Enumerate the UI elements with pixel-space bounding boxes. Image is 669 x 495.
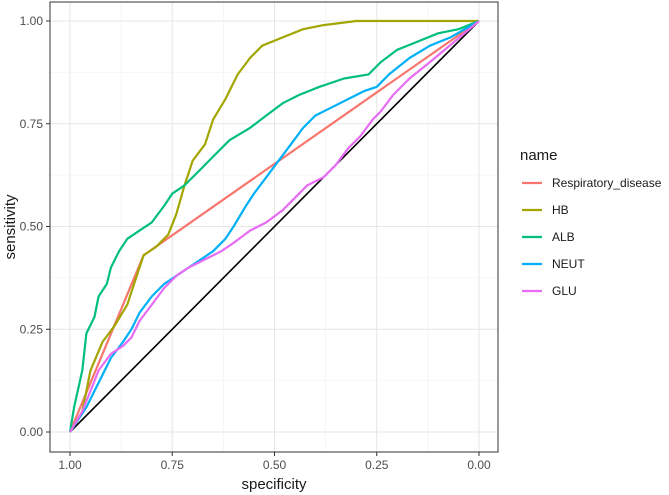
grid-lines xyxy=(50,2,498,452)
series-line-glu xyxy=(69,20,480,433)
legend-label-neut: NEUT xyxy=(552,257,585,271)
x-tick-label: 0.50 xyxy=(263,458,287,472)
legend-title: name xyxy=(520,147,558,164)
series-line-hb xyxy=(69,19,479,433)
x-tick-label: 0.00 xyxy=(467,458,491,472)
legend-label-alb: ALB xyxy=(552,230,575,244)
x-tick-label: 1.00 xyxy=(58,458,82,472)
series-line-neut xyxy=(69,20,480,433)
series-line-alb xyxy=(68,19,480,433)
legend: name Respiratory_disease HB ALB NEUT GLU xyxy=(520,147,662,298)
y-tick-label: 0.25 xyxy=(20,322,44,336)
legend-items: Respiratory_disease HB ALB NEUT GLU xyxy=(522,176,662,298)
legend-label-glu: GLU xyxy=(552,284,577,298)
y-axis-title: sensitivity xyxy=(2,194,19,260)
x-axis-ticks: 1.00 0.75 0.50 0.25 0.00 xyxy=(58,452,491,472)
x-axis-title: specificity xyxy=(241,476,307,493)
legend-label-hb: HB xyxy=(552,203,569,217)
y-tick-label: 0.75 xyxy=(20,117,44,131)
series-lines xyxy=(68,19,480,433)
legend-label-respiratory-disease: Respiratory_disease xyxy=(552,176,662,190)
y-axis-ticks: 0.00 0.25 0.50 0.75 1.00 xyxy=(20,14,50,439)
y-tick-label: 1.00 xyxy=(20,14,44,28)
y-tick-label: 0.00 xyxy=(20,425,44,439)
reference-diagonal xyxy=(69,20,480,433)
reference-line xyxy=(69,20,480,433)
x-tick-label: 0.75 xyxy=(161,458,185,472)
y-tick-label: 0.50 xyxy=(20,220,44,234)
x-tick-label: 0.25 xyxy=(365,458,389,472)
